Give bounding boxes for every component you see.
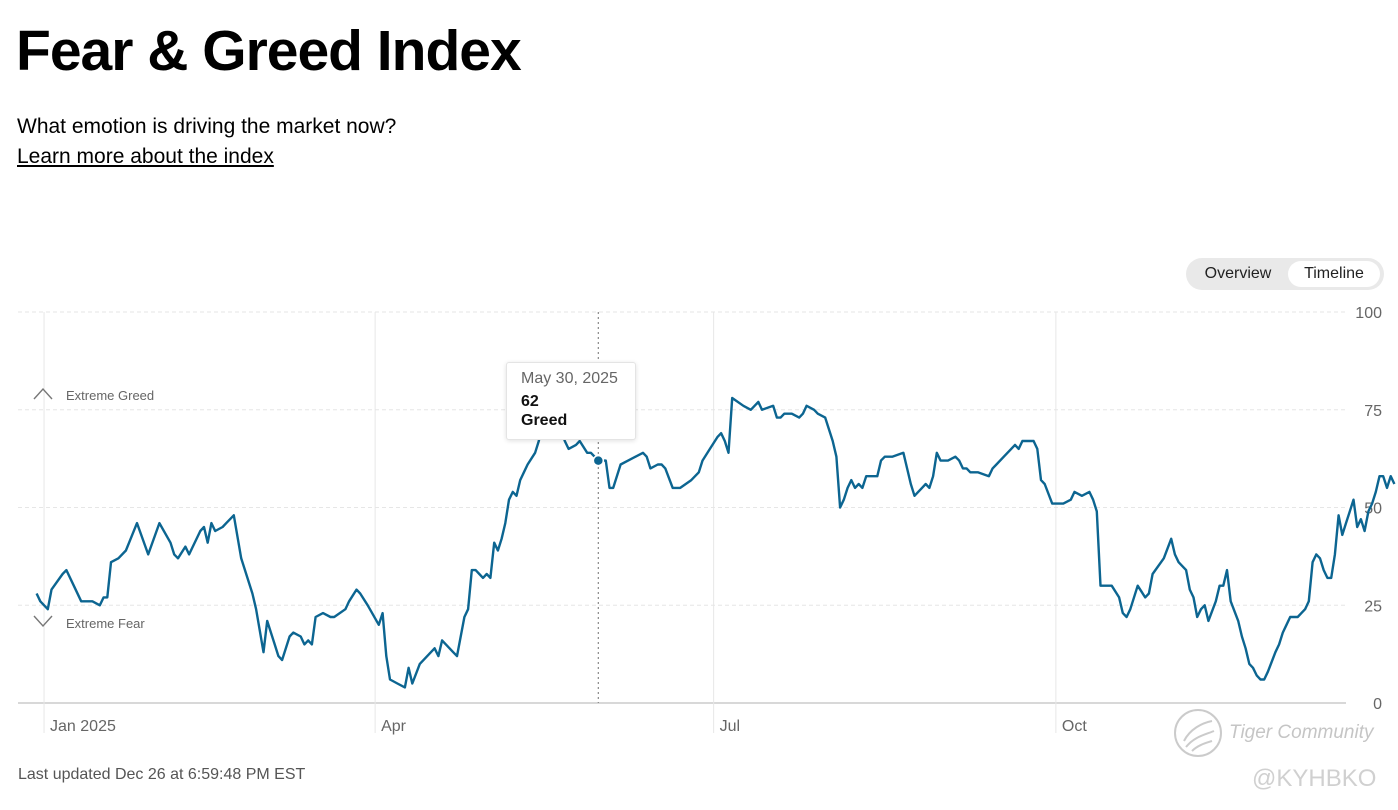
series-line <box>35 396 1396 689</box>
series-layer <box>35 396 1396 689</box>
tooltip-date: May 30, 2025 <box>521 370 618 387</box>
x-tick-label: Apr <box>381 718 407 735</box>
tiger-logo-icon <box>1174 709 1222 757</box>
highlight-point <box>592 454 605 467</box>
y-tick-label: 0 <box>1373 696 1382 713</box>
chart-tooltip: May 30, 2025 62 Greed <box>506 362 636 440</box>
watermark-community: Tiger Community <box>1229 722 1374 743</box>
last-updated-text: Last updated Dec 26 at 6:59:48 PM EST <box>18 766 306 783</box>
zone-markers: Extreme Greed Extreme Fear <box>33 387 154 631</box>
x-tick-label: Jan 2025 <box>50 718 116 735</box>
chevron-up-icon <box>33 387 53 400</box>
y-tick-label: 75 <box>1364 403 1382 420</box>
y-tick-label: 100 <box>1355 305 1382 322</box>
y-tick-label: 25 <box>1364 598 1382 615</box>
x-tick-label: Jul <box>720 718 740 735</box>
chart-grid <box>18 311 1346 733</box>
x-axis: Jan 2025 Apr Jul Oct <box>50 718 1087 735</box>
chevron-down-icon <box>33 615 53 628</box>
learn-more-link[interactable]: Learn more about the index <box>17 145 274 168</box>
timeline-tab[interactable]: Timeline <box>1288 261 1380 287</box>
watermark-handle: @KYHBKO <box>1252 765 1377 792</box>
view-toggle: Overview Timeline <box>1186 258 1384 290</box>
page-title: Fear & Greed Index <box>16 19 522 83</box>
zone-label: Extreme Fear <box>66 616 145 631</box>
tooltip-label: Greed <box>521 412 568 429</box>
zone-label: Extreme Greed <box>66 388 154 403</box>
tooltip-value: 62 <box>521 393 539 410</box>
page-subtitle: What emotion is driving the market now? <box>17 115 397 138</box>
x-tick-label: Oct <box>1062 718 1087 735</box>
overview-tab[interactable]: Overview <box>1204 265 1272 282</box>
